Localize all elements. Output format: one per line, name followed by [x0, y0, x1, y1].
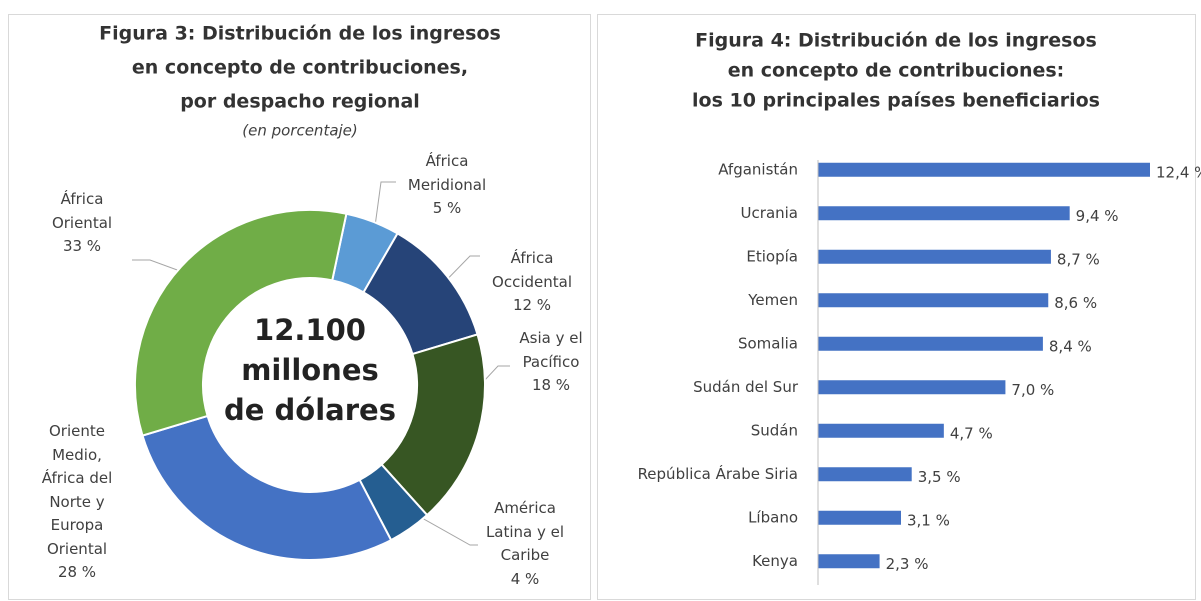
chart-title: en concepto de contribuciones: — [728, 60, 1065, 82]
bar — [818, 293, 1049, 308]
segment-label: África Occidental — [492, 249, 572, 291]
value-label: 3,5 % — [918, 468, 961, 486]
panel — [8, 14, 591, 600]
category-label: República Árabe Siria — [638, 464, 798, 483]
segment-label: Oriente Medio, África del Norte y Europa… — [41, 422, 113, 558]
category-label: Somalia — [738, 334, 798, 352]
bar — [818, 206, 1070, 221]
segment-label: América Latina y el Caribe — [485, 499, 565, 564]
value-label: 33 % — [62, 237, 102, 255]
bar — [818, 554, 880, 569]
category-label: Yemen — [747, 291, 798, 309]
bar — [818, 249, 1051, 264]
value-label: 4,7 % — [950, 424, 993, 442]
bar — [818, 423, 944, 438]
value-label: 9,4 % — [1076, 207, 1119, 225]
category-label: Kenya — [752, 552, 798, 570]
category-label: Ucrania — [741, 204, 798, 222]
chart-title: Figura 3: Distribución de los ingresos — [99, 23, 501, 45]
bar — [818, 162, 1150, 177]
subtitle: (en porcentaje) — [242, 122, 358, 140]
value-label: 8,6 % — [1054, 294, 1097, 312]
segment-label: África Oriental — [51, 190, 113, 232]
category-label: Afganistán — [718, 160, 798, 178]
value-label: 7,0 % — [1011, 381, 1054, 399]
category-label: Líbano — [748, 508, 798, 526]
value-label: 8,4 % — [1049, 337, 1092, 355]
bar — [818, 510, 901, 525]
center-label: 12.100 millones de dólares — [224, 313, 396, 427]
category-label: Sudán del Sur — [693, 378, 799, 396]
value-label: 12,4 % — [1156, 163, 1201, 181]
value-label: 28 % — [57, 563, 97, 581]
bar — [818, 336, 1043, 351]
value-label: 8,7 % — [1057, 250, 1100, 268]
panel — [597, 14, 1196, 600]
value-label: 2,3 % — [886, 555, 929, 573]
bar — [818, 380, 1006, 395]
chart-title: los 10 principales países beneficiarios — [692, 90, 1100, 112]
segment-label: África Meridional — [407, 152, 487, 194]
segment-label: Asia y el Pacífico — [519, 329, 583, 371]
chart-title: por despacho regional — [180, 91, 420, 113]
value-label: 3,1 % — [907, 511, 950, 529]
chart-title: Figura 4: Distribución de los ingresos — [695, 30, 1097, 52]
value-label: 4 % — [510, 570, 540, 588]
donut-segment — [134, 209, 348, 437]
value-label: 18 % — [531, 376, 571, 394]
category-label: Etiopía — [746, 247, 798, 265]
category-label: Sudán — [751, 421, 798, 439]
chart-title: en concepto de contribuciones, — [132, 57, 468, 79]
value-label: 12 % — [512, 296, 552, 314]
bar — [818, 467, 912, 482]
donut-segment — [141, 414, 393, 561]
value-label: 5 % — [432, 199, 462, 217]
